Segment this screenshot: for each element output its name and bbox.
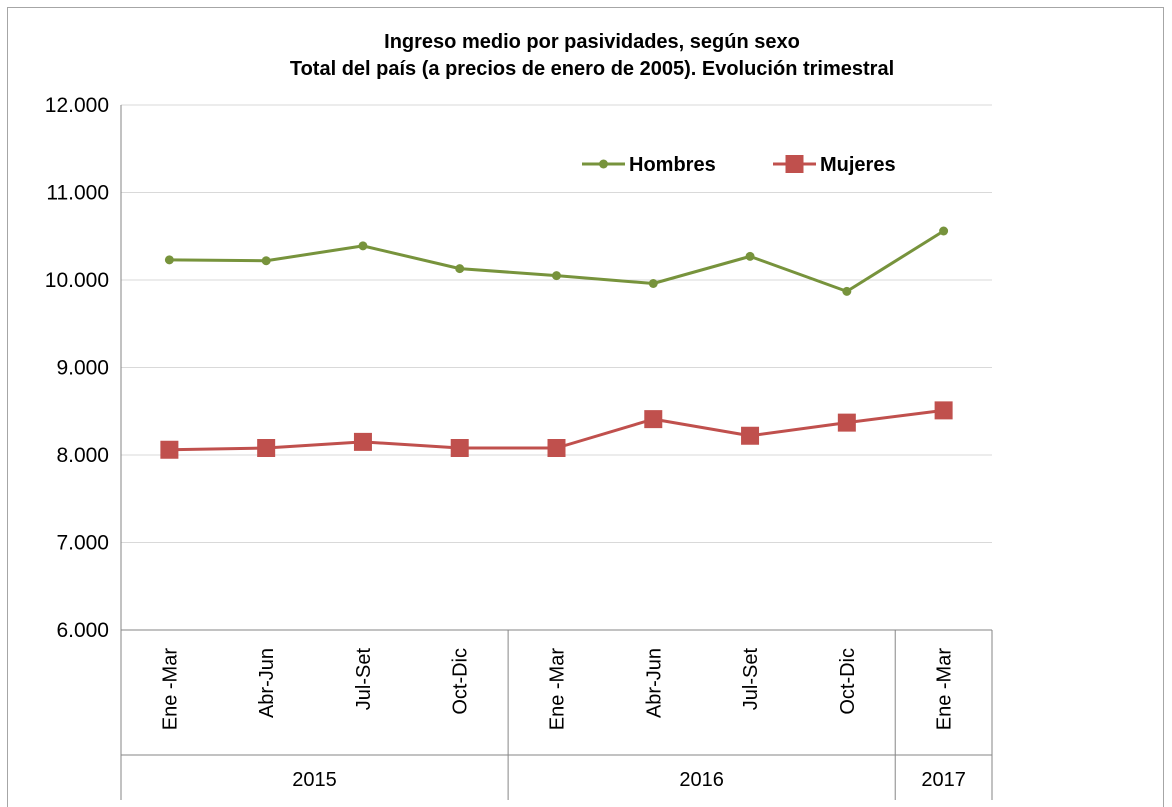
series-line-hombres [169, 229, 945, 293]
point-mujeres [160, 440, 179, 459]
y-tick-label: 12.000 [45, 94, 109, 117]
x-tick-label: Abr-Jun [643, 648, 665, 718]
x-tick-label: Ene -Mar [547, 648, 569, 731]
x-tick-label: Jul-Set [353, 648, 375, 711]
point-hombres [745, 251, 755, 261]
chart-frame [7, 7, 1164, 807]
legend: Hombres Mujeres [582, 154, 896, 176]
y-tick-label: 9.000 [56, 357, 109, 380]
x-tick-label: Oct-Dic [837, 648, 859, 715]
legend-label-mujeres: Mujeres [820, 154, 896, 176]
year-label: 2016 [679, 769, 724, 791]
point-hombres [455, 264, 465, 274]
point-mujeres [257, 439, 276, 457]
x-tick-label: Abr-Jun [256, 648, 278, 718]
point-mujeres [450, 439, 469, 457]
point-hombres [648, 279, 658, 288]
point-hombres [552, 271, 561, 281]
y-tick-label: 6.000 [56, 619, 109, 642]
point-mujeres [644, 410, 663, 429]
point-hombres [939, 226, 949, 236]
legend-label-hombres: Hombres [629, 154, 716, 176]
y-tick-label: 10.000 [45, 269, 109, 292]
point-mujeres [547, 439, 566, 457]
x-tick-label: Ene -Mar [934, 648, 956, 731]
point-hombres [358, 241, 368, 251]
year-label: 2017 [921, 769, 966, 791]
y-tick-label: 11.000 [46, 182, 109, 205]
point-hombres [261, 256, 271, 266]
y-tick-label: 7.000 [56, 532, 109, 555]
axis-layer: 6.000 7.000 8.000 9.000 10.000 11.000 12.000 En… [45, 94, 993, 800]
y-tick-label: 8.000 [56, 444, 109, 467]
point-hombres [842, 286, 852, 296]
year-label: 2015 [292, 769, 337, 791]
point-mujeres [353, 432, 372, 451]
legend-marker-mujeres [785, 155, 804, 173]
x-tick-label: Jul-Set [740, 648, 762, 711]
legend-marker-hombres [599, 159, 608, 169]
point-mujeres [837, 413, 856, 432]
chart-subtitle: Total del país (a precios de enero de 20… [290, 58, 894, 80]
x-tick-label: Ene -Mar [159, 648, 181, 731]
point-mujeres [741, 426, 760, 445]
chart-title: Ingreso medio por pasividades, según sex… [384, 31, 800, 53]
point-hombres [164, 255, 174, 265]
series-layer [160, 226, 953, 459]
x-tick-label: Oct-Dic [450, 648, 472, 715]
point-mujeres [934, 401, 953, 420]
